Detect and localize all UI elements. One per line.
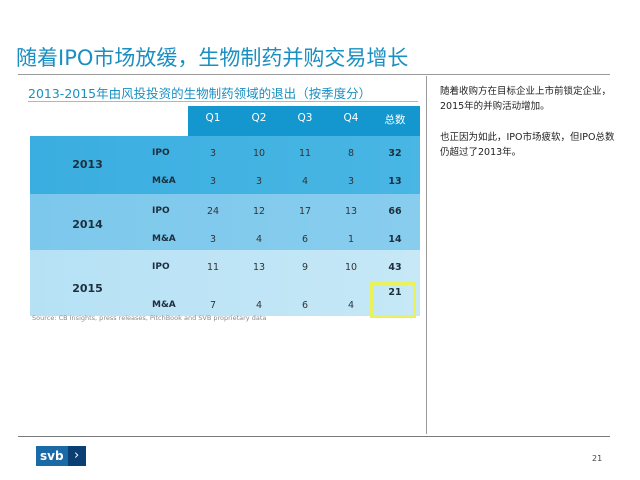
table-cell: 11 bbox=[298, 148, 312, 159]
table-cell: 24 bbox=[206, 206, 220, 217]
table-cell: 4 bbox=[347, 300, 355, 311]
row-label: IPO bbox=[152, 148, 170, 158]
table-cell: 3 bbox=[209, 234, 217, 245]
table-cell: 13 bbox=[252, 262, 266, 273]
subtitle-divider bbox=[28, 101, 418, 102]
table-cell: 17 bbox=[298, 206, 312, 217]
table-header-row: Q1 Q2 Q3 Q4 总数 bbox=[188, 106, 420, 136]
table-cell: 3 bbox=[209, 176, 217, 187]
total-cell: 14 bbox=[388, 234, 402, 245]
row-label: IPO bbox=[152, 206, 170, 216]
svb-logo: svb › bbox=[36, 446, 86, 466]
slide-title: 随着IPO市场放缓，生物制药并购交易增长 bbox=[16, 46, 409, 70]
table-cell: 4 bbox=[301, 176, 309, 187]
page-number: 21 bbox=[592, 454, 603, 463]
source-note: Source: CB Insights, press releases, Pit… bbox=[32, 314, 267, 322]
table-cell: 8 bbox=[347, 148, 355, 159]
table-subtitle: 2013-2015年由风投投资的生物制药领域的退出（按季度分） bbox=[28, 86, 372, 101]
year-group-2013: 2013 IPO 3 10 11 8 32 M&A 3 3 4 3 13 bbox=[30, 136, 420, 194]
table-cell: 12 bbox=[252, 206, 266, 217]
row-label: M&A bbox=[152, 234, 176, 244]
row-label: M&A bbox=[152, 300, 176, 310]
header-q3: Q3 bbox=[297, 112, 313, 124]
table-cell: 6 bbox=[301, 234, 309, 245]
year-group-2014: 2014 IPO 24 12 17 13 66 M&A 3 4 6 1 14 bbox=[30, 194, 420, 250]
table-cell: 10 bbox=[344, 262, 358, 273]
table-cell: 3 bbox=[347, 176, 355, 187]
year-label: 2015 bbox=[72, 282, 103, 295]
table-cell: 13 bbox=[344, 206, 358, 217]
table-cell: 4 bbox=[255, 300, 263, 311]
year-label: 2014 bbox=[72, 218, 103, 231]
total-cell: 66 bbox=[388, 206, 402, 217]
total-cell: 21 bbox=[388, 287, 402, 298]
table-cell: 10 bbox=[252, 148, 266, 159]
total-cell: 32 bbox=[388, 148, 402, 159]
total-cell: 13 bbox=[388, 176, 402, 187]
table-cell: 11 bbox=[206, 262, 220, 273]
table-cell: 6 bbox=[301, 300, 309, 311]
header-total: 总数 bbox=[384, 114, 406, 126]
table-cell: 3 bbox=[255, 176, 263, 187]
year-group-2015: 2015 IPO 11 13 9 10 43 M&A 7 4 6 4 21 bbox=[30, 250, 420, 316]
title-divider bbox=[18, 74, 610, 75]
header-q4: Q4 bbox=[343, 112, 359, 124]
header-q1: Q1 bbox=[205, 112, 221, 124]
total-cell: 43 bbox=[388, 262, 402, 273]
row-label: IPO bbox=[152, 262, 170, 272]
commentary-text: 也正因为如此，IPO市场疲软，但IPO总数仍超过了2013年。 bbox=[440, 132, 615, 158]
chevron-right-icon: › bbox=[67, 446, 86, 466]
table-cell: 9 bbox=[301, 262, 309, 273]
footer-divider bbox=[18, 436, 610, 437]
logo-text: svb bbox=[36, 446, 68, 466]
header-q2: Q2 bbox=[251, 112, 267, 124]
table-cell: 4 bbox=[255, 234, 263, 245]
exits-table: Q1 Q2 Q3 Q4 总数 2013 IPO 3 10 11 8 32 M&A… bbox=[30, 106, 420, 318]
year-label: 2013 bbox=[72, 158, 103, 171]
table-cell: 3 bbox=[209, 148, 217, 159]
table-cell: 1 bbox=[347, 234, 355, 245]
commentary-text: 随着收购方在目标企业上市前锁定企业，2015年的并购活动增加。 bbox=[440, 86, 612, 112]
vertical-divider bbox=[426, 76, 427, 434]
row-label: M&A bbox=[152, 176, 176, 186]
table-cell: 7 bbox=[209, 300, 217, 311]
highlight-box bbox=[370, 282, 416, 318]
